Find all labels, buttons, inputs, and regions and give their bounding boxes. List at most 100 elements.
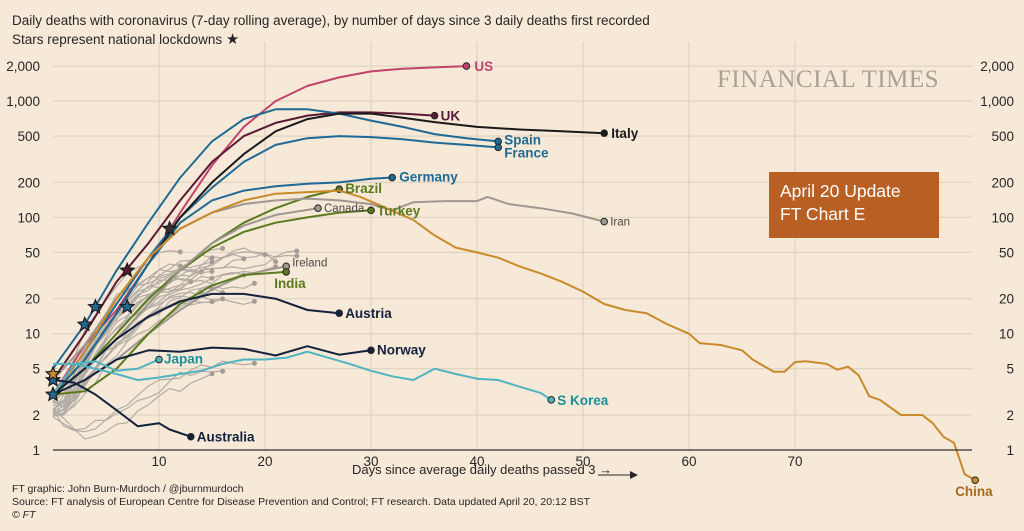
footer-credit: FT graphic: John Burn-Murdoch / @jburnmu… <box>12 483 244 495</box>
background-line-end <box>209 275 215 281</box>
series-line-spain <box>52 108 499 370</box>
series-end-dot-turkey <box>367 206 375 215</box>
x-tick-label: 20 <box>257 454 272 469</box>
background-line <box>52 301 213 412</box>
background-line-end <box>198 269 204 275</box>
series-end-dot-australia <box>187 432 195 441</box>
background-line-end <box>262 252 268 258</box>
series-label-brazil: Brazil <box>345 181 382 196</box>
y-tick-label-left: 1,000 <box>6 94 40 109</box>
y-tick-label-left: 2,000 <box>6 59 40 74</box>
series-line-australia <box>52 379 192 438</box>
lockdown-star-us <box>118 298 136 314</box>
x-tick-label: 60 <box>681 454 696 469</box>
series-label-uk: UK <box>441 109 461 124</box>
y-tick-label-left: 10 <box>25 327 40 342</box>
series-end-dot-italy <box>600 129 609 137</box>
y-tick-label-left: 200 <box>17 175 40 190</box>
footer-source: Source: FT analysis of European Centre f… <box>12 496 591 508</box>
series-label-austria: Austria <box>345 306 392 321</box>
series-line-china <box>52 189 976 482</box>
y-tick-label-right: 20 <box>999 292 1014 307</box>
background-line-end <box>251 280 257 286</box>
series-label-ireland: Ireland <box>292 257 327 269</box>
series-end-dot-austria <box>335 309 344 318</box>
x-tick-label: 10 <box>151 454 166 469</box>
background-line-end <box>209 371 215 377</box>
update-badge-line2: FT Chart E <box>780 204 866 224</box>
lockdown-star-uk <box>118 261 136 278</box>
series-label-s-korea: S Korea <box>557 393 609 408</box>
series-end-dot-norway <box>367 346 375 355</box>
series-line-s-korea <box>53 350 552 401</box>
series-label-us: US <box>474 59 493 74</box>
y-tick-label-right: 200 <box>991 175 1014 190</box>
y-tick-label-left: 500 <box>17 129 40 144</box>
axes: 1 1 2 2 5 5 10 10 20 20 50 50 100 100 200 200 500 500 1,00… <box>6 59 1014 479</box>
series-line-germany <box>52 176 393 396</box>
series-end-dot-france <box>494 143 503 152</box>
lockdown-star-china <box>44 365 62 381</box>
series-label-norway: Norway <box>377 342 426 357</box>
background-line-end <box>294 253 300 259</box>
background-line-end <box>209 268 215 274</box>
ft-logo: FINANCIAL TIMES <box>717 66 940 93</box>
series-line-france <box>52 135 499 396</box>
background-line-end <box>251 360 257 366</box>
series-label-iran: Iran <box>610 217 630 229</box>
background-line-end <box>209 299 215 305</box>
background-line-end <box>188 279 194 285</box>
series-end-dot-uk <box>430 111 439 120</box>
x-tick-label: 30 <box>363 454 378 469</box>
y-tick-label-right: 5 <box>1006 362 1014 377</box>
series-line-japan <box>52 358 160 396</box>
background-line-end <box>209 255 215 261</box>
x-tick-label: 40 <box>469 454 484 469</box>
series-label-australia: Australia <box>197 430 255 445</box>
background-line-end <box>241 256 247 262</box>
series-end-dot-china <box>971 476 980 484</box>
update-badge-line1: April 20 Update <box>780 181 901 201</box>
y-tick-label-left: 2 <box>32 408 40 423</box>
series-line-uk <box>52 111 435 381</box>
series-label-turkey: Turkey <box>377 203 421 218</box>
background-line-end <box>273 259 279 265</box>
series-label-canada: Canada <box>324 203 365 215</box>
series-label-germany: Germany <box>399 170 458 185</box>
y-tick-label-right: 100 <box>991 210 1014 225</box>
series-end-dot-germany <box>388 173 397 182</box>
lockdown-star-france <box>76 315 93 332</box>
y-tick-label-right: 10 <box>999 327 1014 342</box>
series-label-china: China <box>955 484 993 499</box>
x-tick-label: 70 <box>787 454 802 469</box>
series-line-india <box>52 270 287 396</box>
footer: FT graphic: John Burn-Murdoch / @jburnmu… <box>12 483 590 522</box>
series-label-india: India <box>274 276 306 291</box>
series-lines <box>52 62 980 484</box>
update-badge: April 20 Update FT Chart E <box>769 172 939 238</box>
series-label-italy: Italy <box>611 126 639 141</box>
y-tick-label-right: 2,000 <box>980 59 1014 74</box>
background-line <box>52 291 202 417</box>
star-icon: ★ <box>225 31 240 48</box>
series-label-france: France <box>504 145 549 160</box>
lockdown-stars <box>44 220 178 402</box>
series-label-japan: Japan <box>164 352 203 367</box>
background-line-end <box>220 368 226 374</box>
background-line <box>52 373 213 440</box>
background-line-end <box>177 249 183 255</box>
y-tick-label-left: 50 <box>25 245 40 260</box>
lockdown-star-italy <box>44 385 62 402</box>
y-tick-label-left: 5 <box>32 362 40 377</box>
y-tick-label-left: 1 <box>32 443 40 458</box>
series-end-dot-s-korea <box>547 396 556 404</box>
series-end-dot-japan <box>155 355 163 364</box>
series-line-turkey <box>52 209 372 396</box>
background-line-end <box>177 263 183 269</box>
background-line-end <box>220 296 226 302</box>
series-end-dot-canada <box>314 204 322 212</box>
y-tick-label-left: 20 <box>25 292 40 307</box>
background-line-end <box>251 298 257 304</box>
